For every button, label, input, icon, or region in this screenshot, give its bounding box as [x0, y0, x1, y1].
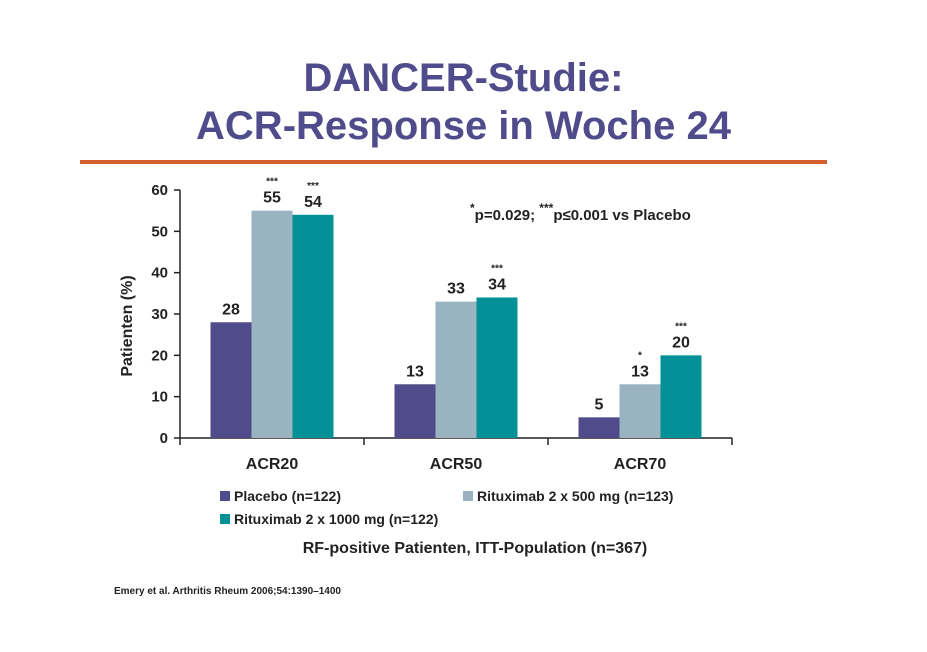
significance-marker: *** — [266, 177, 278, 188]
data-label: 20 — [672, 334, 690, 351]
data-label: 5 — [595, 396, 604, 413]
y-tick-label: 10 — [151, 389, 168, 406]
chart-subtitle: RF-positive Patienten, ITT-Population (n… — [302, 540, 648, 557]
data-label: 34 — [488, 276, 506, 293]
bar — [292, 214, 334, 438]
data-label: 13 — [406, 363, 424, 380]
title-line-2: ACR-Response in Woche 24 — [196, 104, 731, 148]
y-tick-label: 50 — [151, 223, 168, 240]
legend-swatch-ritux500 — [463, 491, 473, 501]
legend-label-placebo: Placebo (n=122) — [234, 488, 341, 504]
bar — [394, 384, 436, 438]
title-divider — [80, 160, 827, 164]
bar — [578, 417, 620, 438]
legend-label-ritux1000: Rituximab 2 x 1000 mg (n=122) — [234, 511, 439, 527]
bar — [476, 297, 518, 438]
x-tick-label: ACR20 — [246, 456, 299, 473]
title-line-1: DANCER-Studie: — [303, 56, 624, 100]
citation: Emery et al. Arthritis Rheum 2006;54:139… — [114, 586, 341, 597]
y-tick-label: 40 — [151, 265, 168, 282]
data-label: 33 — [447, 281, 465, 298]
y-tick-label: 20 — [151, 347, 168, 364]
legend-swatch-ritux1000 — [220, 514, 230, 524]
bar — [210, 322, 252, 438]
data-label: 55 — [263, 190, 281, 207]
significance-marker: *** — [675, 321, 687, 332]
data-label: 28 — [222, 301, 240, 318]
significance-note: *p=0.029; ***p≤0.001 vs Placebo — [470, 201, 691, 224]
legend-label-ritux500: Rituximab 2 x 500 mg (n=123) — [477, 488, 674, 504]
y-tick-label: 30 — [151, 306, 168, 323]
significance-marker: *** — [491, 263, 503, 274]
legend-swatch-placebo — [220, 491, 230, 501]
x-tick-label: ACR70 — [614, 456, 667, 473]
significance-marker: *** — [307, 181, 319, 192]
significance-marker: * — [638, 350, 642, 361]
bar — [660, 355, 702, 438]
bar — [251, 210, 293, 438]
x-tick-label: ACR50 — [430, 456, 483, 473]
data-label: 13 — [631, 363, 649, 380]
bar — [619, 384, 661, 438]
y-tick-label: 0 — [160, 430, 168, 447]
data-label: 54 — [304, 194, 322, 211]
y-axis-title: Patienten (%) — [119, 275, 136, 376]
y-tick-label: 60 — [151, 182, 168, 199]
bar — [435, 301, 477, 438]
